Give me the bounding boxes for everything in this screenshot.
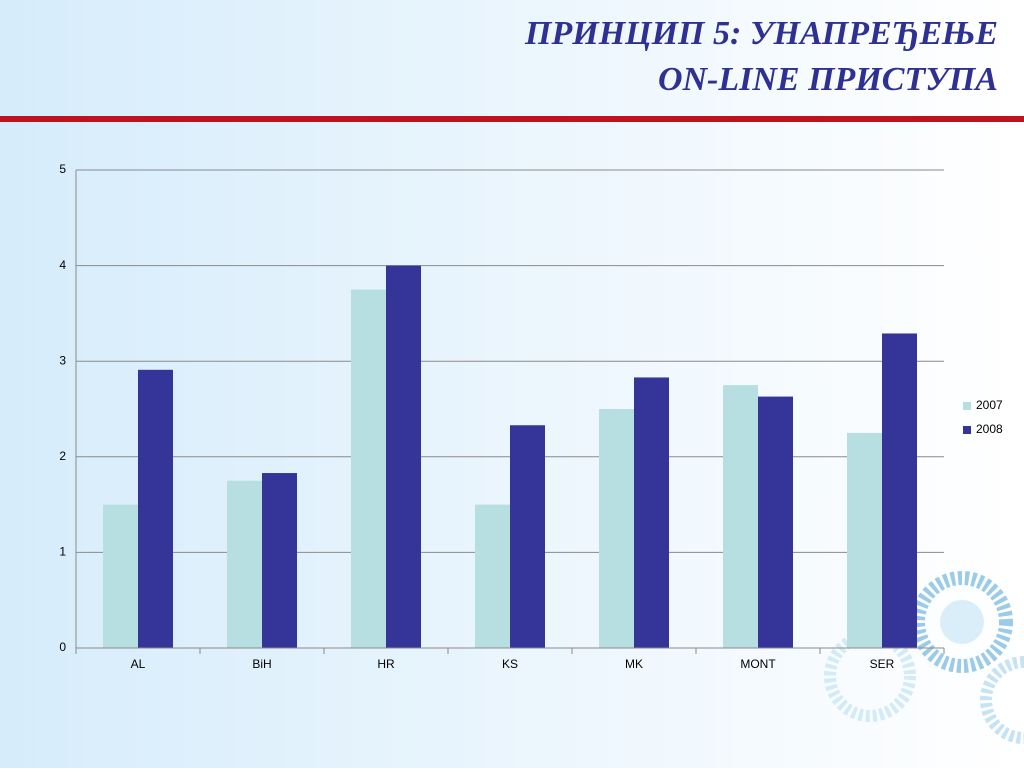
bar [227,480,262,648]
x-tick-label: HR [377,657,395,671]
bar [138,369,173,648]
chart-title: ПРИНЦИП 5: УНАПРЕЂЕЊЕ [524,15,998,52]
bar [758,396,793,648]
bar [847,432,882,648]
bar [510,425,545,648]
x-tick-label: KS [502,657,518,671]
bar [351,289,386,648]
legend-swatch [963,402,971,410]
y-tick-label: 5 [59,162,66,176]
bar [262,473,297,648]
legend-swatch [963,426,971,434]
bar [386,265,421,648]
gear-decoration [824,571,1024,744]
x-tick-label: MONT [740,657,776,671]
x-tick-label: BiH [252,657,271,671]
bar [599,409,634,648]
x-tick-label: AL [131,657,146,671]
x-tick-label: SER [870,657,895,671]
chart-title: ON-LINE ПРИСТУПА [658,61,998,98]
bar [475,504,510,648]
bar [882,333,917,648]
y-tick-label: 2 [59,449,66,463]
y-tick-label: 1 [59,545,66,559]
y-tick-label: 3 [59,353,66,367]
x-tick-label: MK [625,657,643,671]
y-tick-label: 4 [59,258,66,272]
legend-label: 2007 [976,398,1003,412]
bar [634,377,669,648]
title-rule [0,116,1024,122]
y-tick-label: 0 [59,640,66,654]
bar [103,504,138,648]
legend-label: 2008 [976,422,1003,436]
bar [723,385,758,648]
